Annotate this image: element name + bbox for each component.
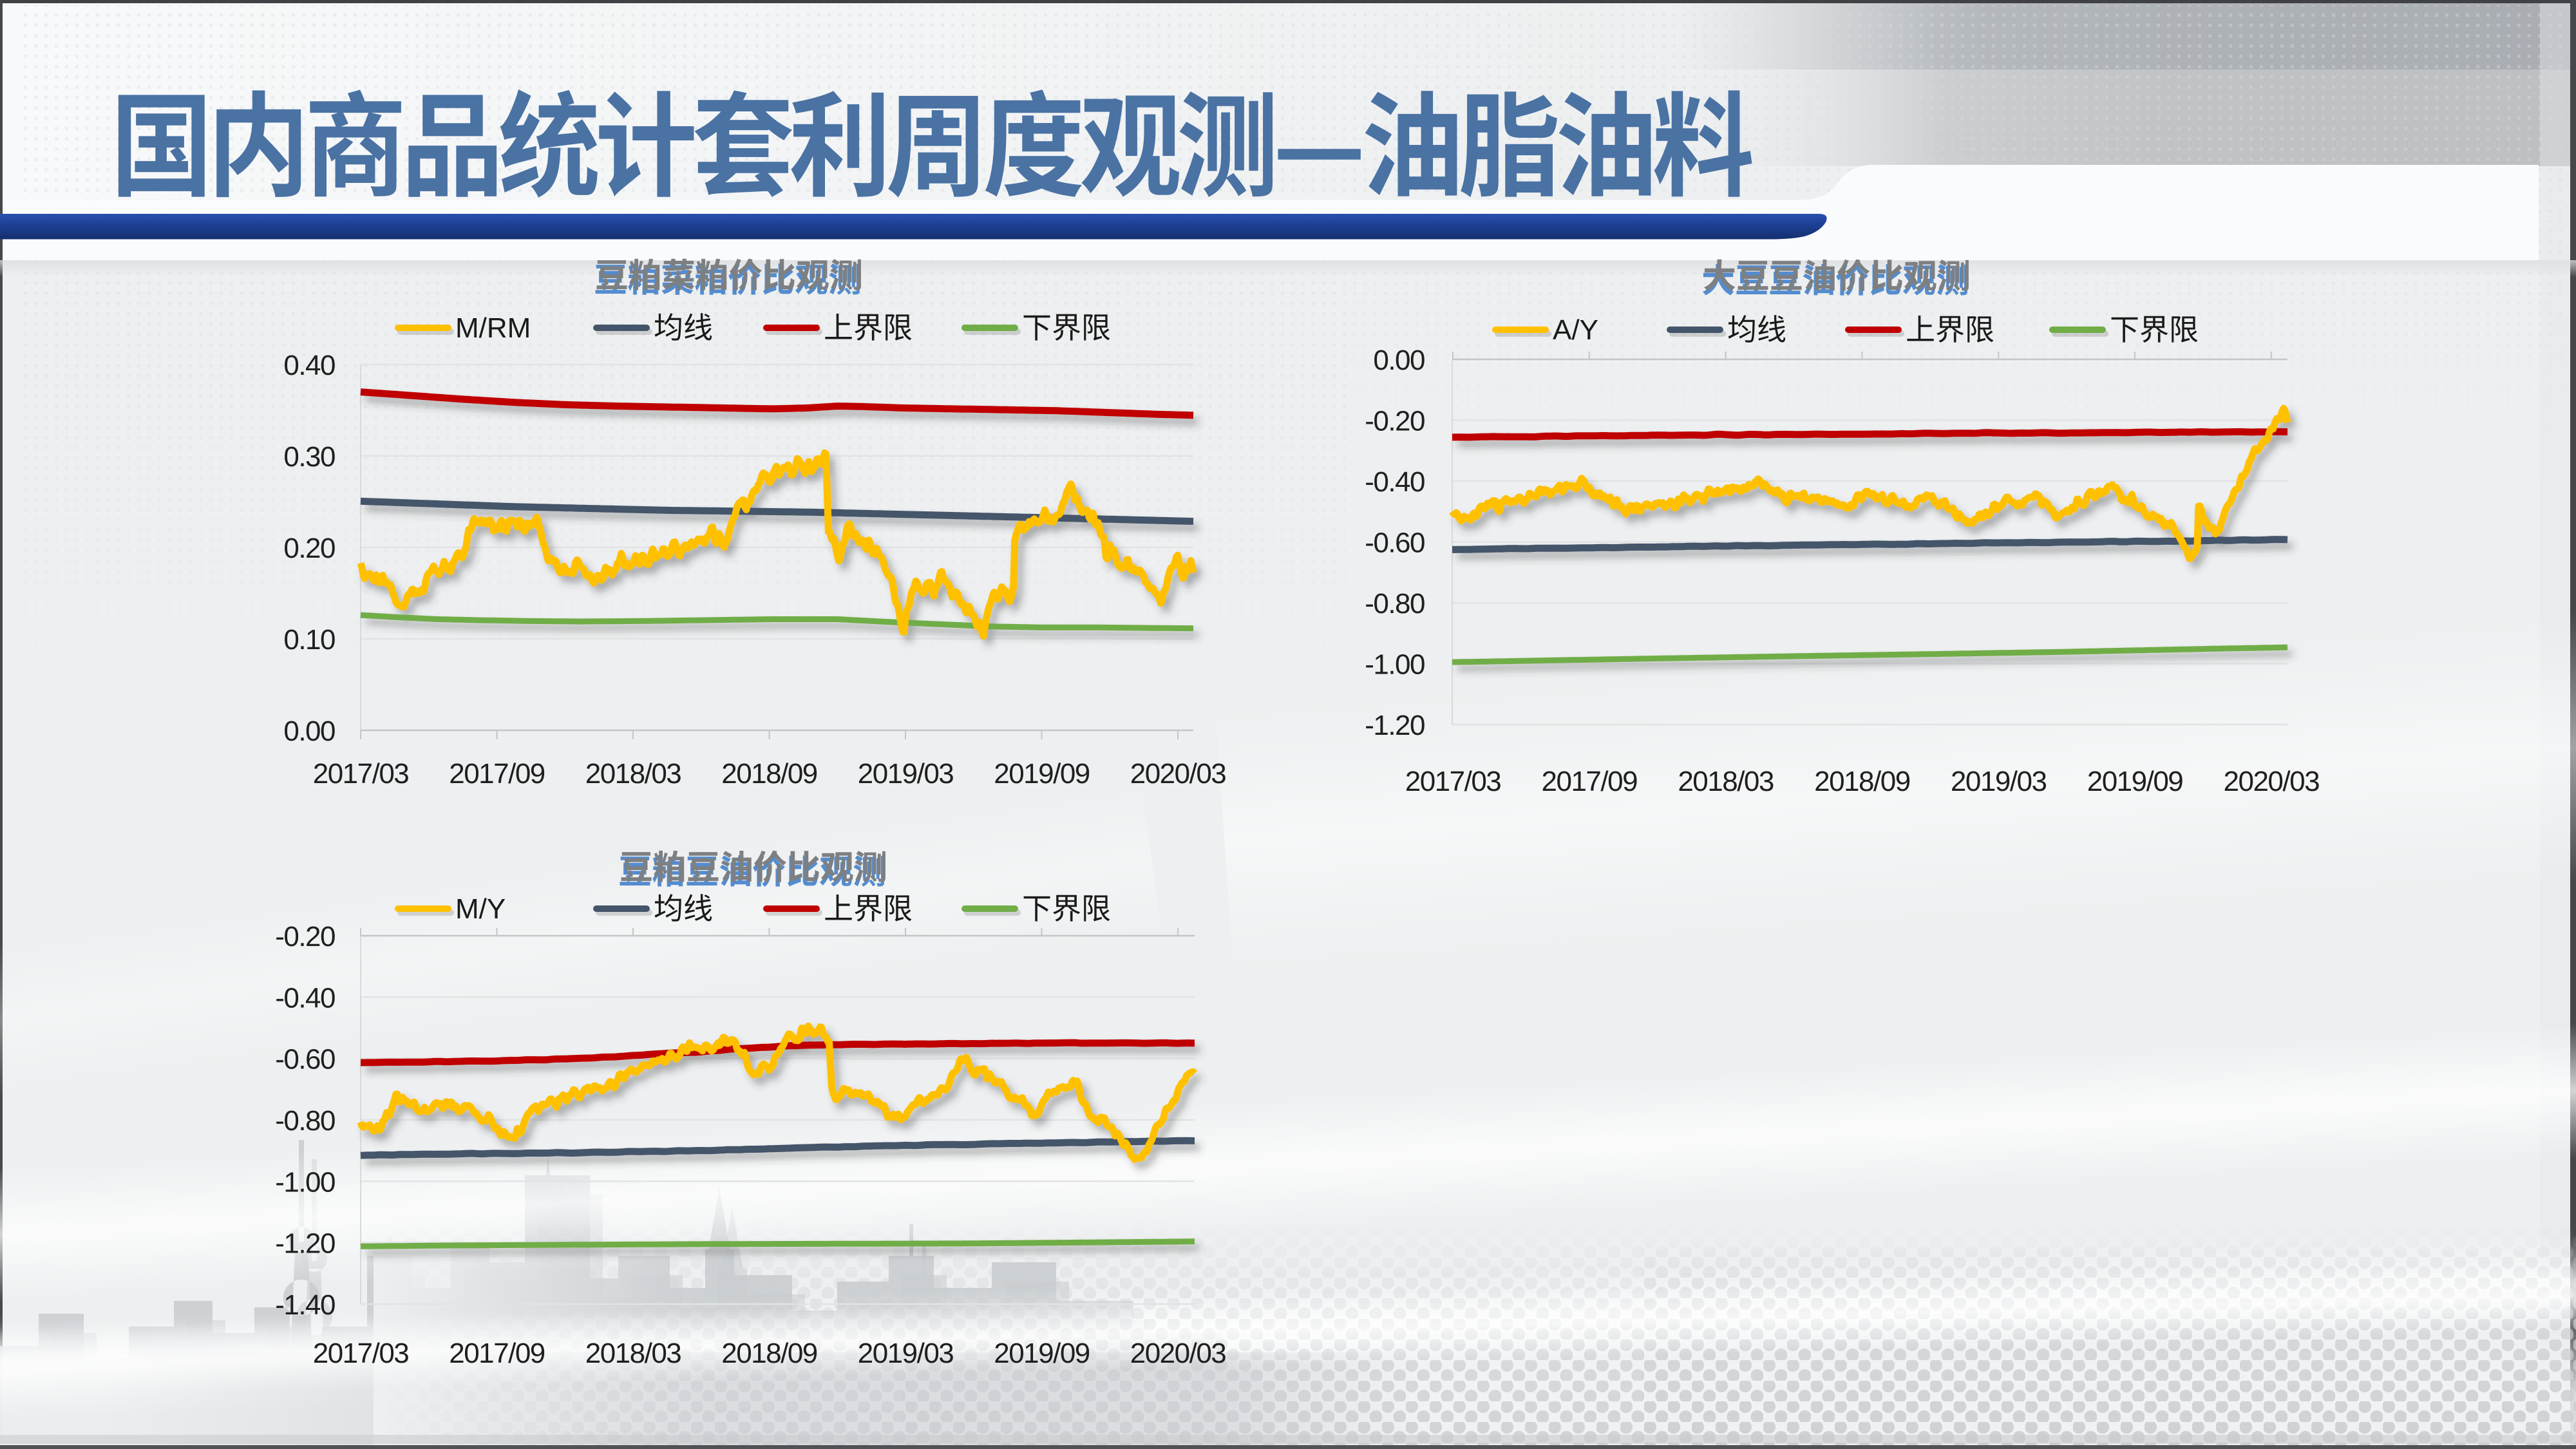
svg-text:0.00: 0.00 [1373,345,1425,376]
svg-text:2017/09: 2017/09 [449,1338,545,1369]
svg-text:-1.40: -1.40 [275,1289,335,1321]
svg-text:-0.60: -0.60 [275,1044,335,1075]
svg-text:2018/09: 2018/09 [721,758,817,790]
svg-text:-0.20: -0.20 [1365,406,1425,437]
svg-text:-0.60: -0.60 [1365,527,1425,559]
svg-text:2018/03: 2018/03 [1678,766,1774,797]
svg-text:2018/09: 2018/09 [721,1338,817,1369]
svg-text:A/Y: A/Y [1553,314,1598,346]
svg-text:0.40: 0.40 [283,350,335,381]
svg-text:2019/03: 2019/03 [1951,766,2047,797]
svg-text:0.10: 0.10 [283,624,335,656]
svg-text:0.00: 0.00 [283,715,335,747]
svg-text:2020/03: 2020/03 [1130,1338,1226,1369]
svg-text:M/RM: M/RM [455,312,531,344]
svg-text:-1.20: -1.20 [275,1228,335,1260]
svg-text:2020/03: 2020/03 [2224,766,2320,797]
svg-text:2019/09: 2019/09 [994,1338,1090,1369]
svg-text:2019/03: 2019/03 [858,758,954,790]
svg-text:-0.20: -0.20 [275,921,335,952]
svg-text:0.20: 0.20 [283,533,335,564]
svg-text:-0.40: -0.40 [1365,466,1425,498]
svg-text:2019/09: 2019/09 [994,758,1090,790]
svg-text:2018/03: 2018/03 [585,1338,681,1369]
svg-text:2019/09: 2019/09 [2087,766,2183,797]
svg-text:-0.80: -0.80 [1365,588,1425,620]
svg-text:-1.00: -1.00 [275,1166,335,1198]
svg-text:2018/03: 2018/03 [585,758,681,790]
svg-text:2020/03: 2020/03 [1130,758,1226,790]
svg-text:2019/03: 2019/03 [858,1338,954,1369]
svg-text:-0.80: -0.80 [275,1105,335,1137]
svg-text:-0.40: -0.40 [275,982,335,1014]
svg-text:2017/03: 2017/03 [1405,766,1501,797]
svg-text:2018/09: 2018/09 [1814,766,1910,797]
svg-text:2017/03: 2017/03 [313,758,409,790]
svg-text:M/Y: M/Y [455,893,506,925]
svg-text:0.30: 0.30 [283,441,335,473]
svg-text:2017/03: 2017/03 [313,1338,409,1369]
svg-text:-1.00: -1.00 [1365,649,1425,681]
svg-text:-1.20: -1.20 [1365,710,1425,741]
svg-text:2017/09: 2017/09 [1542,766,1638,797]
svg-text:2017/09: 2017/09 [449,758,545,790]
